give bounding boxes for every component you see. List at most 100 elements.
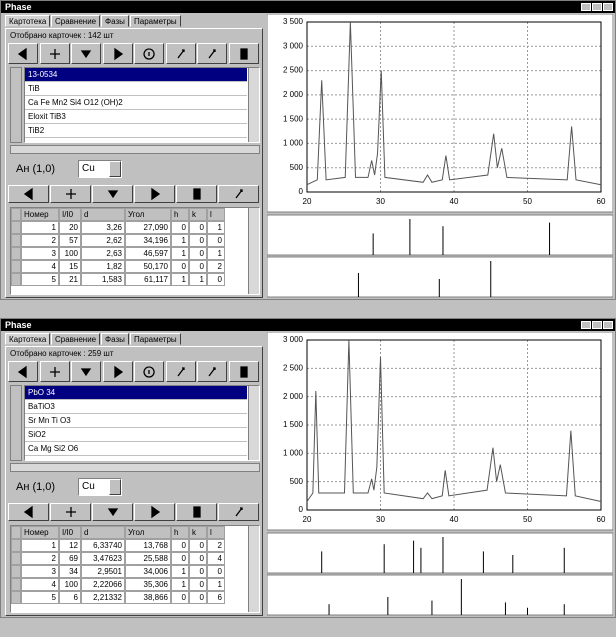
toolbar-button[interactable]: [134, 503, 175, 521]
tab[interactable]: Сравнение: [51, 333, 101, 345]
tab[interactable]: Параметры: [130, 333, 181, 345]
button-icon: [192, 506, 201, 518]
list-item[interactable]: TiB2: [25, 124, 247, 138]
toolbar-button[interactable]: [165, 361, 196, 382]
tab[interactable]: Сравнение: [51, 15, 101, 27]
list-item[interactable]: BaTiO3: [25, 400, 247, 414]
button-icon: [65, 507, 76, 517]
table-header-cell: [11, 526, 21, 539]
table-cell: 0: [189, 578, 207, 591]
table-cell: 2,22066: [81, 578, 125, 591]
toolbar-button[interactable]: [39, 43, 70, 64]
toolbar-button[interactable]: [71, 361, 101, 382]
window-control[interactable]: [603, 321, 613, 329]
table-cell: 0: [207, 565, 225, 578]
table-cell: 1: [171, 273, 189, 286]
toolbar-button[interactable]: [50, 503, 91, 521]
plot-frame: [306, 21, 602, 193]
y-tick-label: 3 500: [283, 17, 304, 26]
list-item[interactable]: Eloxit TiB3: [25, 110, 247, 124]
toolbar-button[interactable]: [134, 361, 164, 382]
toolbar-button[interactable]: [8, 43, 38, 64]
toolbar-button[interactable]: [92, 185, 133, 203]
list-item[interactable]: SiO2: [25, 428, 247, 442]
y-tick-label: 2 500: [283, 363, 304, 372]
table-header-cell: Угол: [125, 526, 171, 539]
toolbar-button[interactable]: [8, 185, 49, 203]
window-control[interactable]: [581, 321, 591, 329]
toolbar-button[interactable]: [197, 361, 227, 382]
toolbar-button[interactable]: [134, 185, 175, 203]
table-cell: 3: [21, 565, 59, 578]
button-icon: [192, 188, 201, 200]
tab[interactable]: Фазы: [101, 333, 129, 345]
table-cell: 15: [59, 260, 81, 273]
x-tick-label: 30: [376, 515, 385, 524]
icon-shape: [23, 187, 33, 201]
app-window: Phase Картотека Сравнение Фазы Параметры Отоб…: [0, 318, 616, 618]
list-item[interactable]: TiB: [25, 82, 247, 96]
toolbar-button[interactable]: [197, 43, 227, 64]
table-cell: [11, 539, 21, 552]
table-cell: 5: [21, 273, 59, 286]
toolbar-button[interactable]: [39, 361, 70, 382]
table-cell: 2,9501: [81, 565, 125, 578]
toolbar-button[interactable]: [176, 185, 217, 203]
toolbar-button[interactable]: [176, 503, 217, 521]
table-cell: 20: [59, 221, 81, 234]
x-tick-label: 50: [523, 515, 532, 524]
table-cell: 1: [207, 247, 225, 260]
anode-select[interactable]: Cu: [78, 478, 122, 496]
button-icon: [176, 48, 185, 58]
toolbar-button[interactable]: [134, 43, 164, 64]
toolbar-button[interactable]: [228, 43, 259, 64]
window-control[interactable]: [603, 3, 613, 11]
toolbar-button[interactable]: [102, 43, 133, 64]
window-control[interactable]: [592, 3, 602, 11]
dropdown-button[interactable]: [109, 161, 121, 177]
table-cell: 0: [207, 234, 225, 247]
toolbar-button[interactable]: [8, 503, 49, 521]
window-control[interactable]: [581, 3, 591, 11]
toolbar-button[interactable]: [218, 185, 259, 203]
table-cell: [11, 221, 21, 234]
list-item[interactable]: 13-0534: [25, 68, 247, 82]
tab[interactable]: Картотека: [5, 333, 51, 345]
button-icon: [113, 365, 123, 378]
table-cell: 5: [21, 591, 59, 604]
title-bar: Phase: [1, 1, 615, 13]
icon-shape: [65, 507, 76, 517]
dropdown-button[interactable]: [109, 479, 121, 495]
toolbar-button[interactable]: [228, 361, 259, 382]
toolbar-button[interactable]: [50, 185, 91, 203]
toolbar-button[interactable]: [102, 361, 133, 382]
button-icon: [80, 49, 92, 58]
table-cell: 4: [21, 260, 59, 273]
tab[interactable]: Фазы: [101, 15, 129, 27]
window-title: Phase: [5, 320, 32, 330]
button-icon: [234, 507, 243, 517]
toolbar-button[interactable]: [218, 503, 259, 521]
cards-label: Отобрано карточек : 259 шт: [10, 349, 114, 358]
y-tick-label: 500: [290, 163, 304, 172]
table-cell: 1: [21, 539, 59, 552]
button-icon: [234, 189, 243, 199]
list-item[interactable]: Sr Mn Ti O3: [25, 414, 247, 428]
table-cell: 0: [189, 591, 207, 604]
table-header-cell: Номер: [21, 526, 59, 539]
tab[interactable]: Картотека: [5, 15, 51, 27]
icon-shape: [234, 507, 243, 517]
anode-select[interactable]: Cu: [78, 160, 122, 178]
window-control[interactable]: [592, 321, 602, 329]
button-icon: [49, 48, 60, 59]
toolbar-button[interactable]: [165, 43, 196, 64]
toolbar-button[interactable]: [92, 503, 133, 521]
tab[interactable]: Параметры: [130, 15, 181, 27]
toolbar-button[interactable]: [8, 361, 38, 382]
cards-label: Отобрано карточек : 142 шт: [10, 31, 114, 40]
icon-shape: [143, 47, 155, 60]
list-item[interactable]: PbO 34: [25, 386, 247, 400]
toolbar-button[interactable]: [71, 43, 101, 64]
list-item[interactable]: Ca Fe Mn2 Si4 O12 (OH)2: [25, 96, 247, 110]
list-item[interactable]: Ca Mg Si2 O6: [25, 442, 247, 456]
